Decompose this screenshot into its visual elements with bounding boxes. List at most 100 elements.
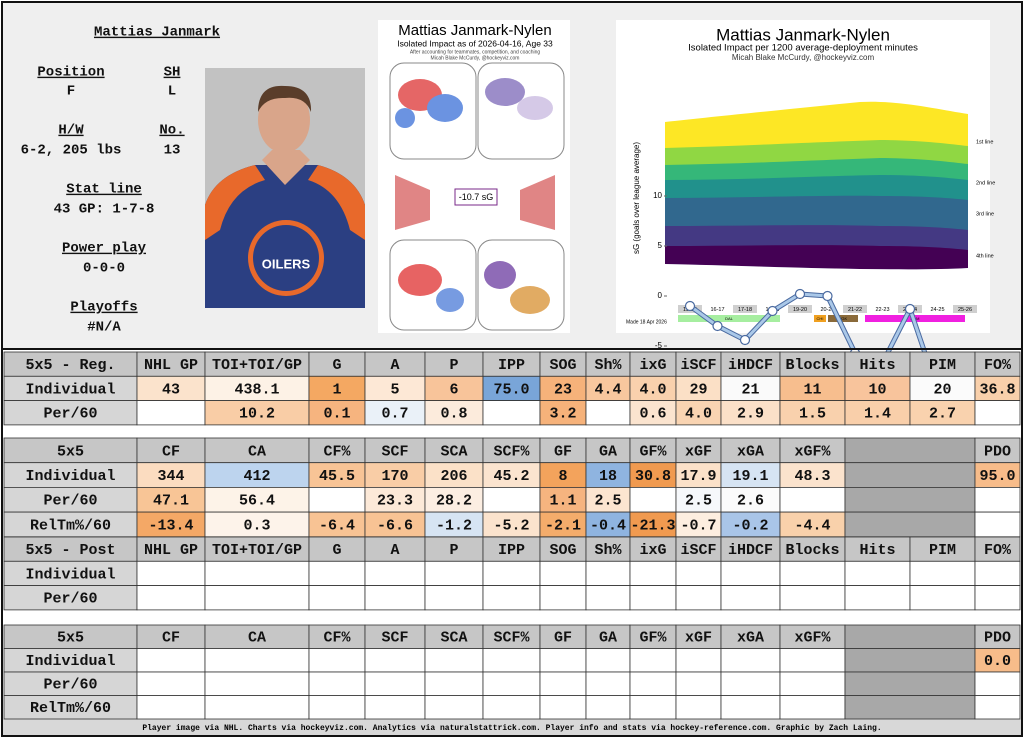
- logo-text: OILERS: [262, 256, 311, 271]
- cell-text: ixG: [639, 542, 666, 559]
- cell-text: 6: [449, 381, 458, 398]
- cell: [424, 585, 484, 611]
- cell: [974, 511, 1021, 538]
- season-box: [925, 305, 950, 313]
- cell: [308, 437, 366, 464]
- x-tick-label: 24-25: [930, 307, 944, 313]
- cell-text: PDO: [984, 630, 1011, 647]
- y-tick-label: -5: [655, 341, 663, 350]
- cell-text: 3.2: [549, 406, 576, 423]
- cell: [909, 375, 976, 401]
- cell: [539, 560, 587, 586]
- cell: [424, 511, 484, 538]
- cell-text: Sh%: [594, 357, 622, 374]
- cell: [779, 648, 846, 673]
- cell: [3, 400, 138, 426]
- x-tick-label: 20-21: [820, 307, 834, 313]
- point: [794, 288, 806, 300]
- cell-text: -6.6: [377, 517, 413, 534]
- cell-text: SCA: [440, 443, 467, 460]
- blob: [436, 288, 464, 312]
- cell: [844, 375, 911, 401]
- cell-text: GF: [554, 630, 572, 647]
- cell: [844, 585, 911, 611]
- cell-text: 0.3: [243, 517, 270, 534]
- cell: [585, 695, 631, 720]
- player-photo: OILERS: [205, 68, 365, 308]
- cell-text: Per/60: [43, 493, 97, 510]
- cell: [720, 375, 781, 401]
- cell: [675, 671, 722, 696]
- cell: [424, 671, 484, 696]
- cell: [974, 585, 1021, 611]
- cell: [720, 695, 781, 720]
- cell-text: 1: [332, 381, 341, 398]
- cell-text: GF%: [639, 630, 667, 647]
- cell: [364, 486, 426, 513]
- cell-text: -0.2: [732, 517, 768, 534]
- cell-text: -13.4: [148, 517, 193, 534]
- cell: [308, 375, 366, 401]
- footer-bg: [3, 719, 1021, 735]
- point: [684, 300, 696, 312]
- value: #N/A: [87, 320, 121, 336]
- cell: [3, 375, 138, 401]
- cell-text: G: [332, 357, 341, 374]
- cell-text: 45.5: [319, 468, 355, 485]
- cell: [720, 560, 781, 586]
- y-tick-label: 5: [658, 241, 663, 250]
- impact-title: Mattias Janmark-Nylen: [398, 22, 551, 39]
- cell-text: CF%: [323, 630, 351, 647]
- cell-text: 5x5: [57, 443, 84, 460]
- cell: [3, 536, 138, 562]
- cell-text: Individual: [25, 468, 115, 485]
- cell: [308, 671, 366, 696]
- chart-title: Mattias Janmark-Nylen: [716, 25, 890, 44]
- cell: [629, 462, 677, 488]
- cell-text: SOG: [549, 542, 576, 559]
- line-label: 3rd line: [976, 211, 994, 217]
- cell-text: 206: [440, 468, 467, 485]
- neck: [262, 150, 310, 185]
- cell: [308, 585, 366, 611]
- cell: [136, 400, 206, 426]
- cell-text: PIM: [929, 542, 956, 559]
- cell: [364, 462, 426, 488]
- cell: [136, 648, 206, 673]
- cell: [3, 462, 138, 488]
- cell: [675, 695, 722, 720]
- cell-text: SCF: [381, 443, 408, 460]
- cell: [482, 585, 541, 611]
- cell: [675, 560, 722, 586]
- cell: [308, 695, 366, 720]
- cell: [364, 536, 426, 562]
- team-bar: [814, 315, 826, 322]
- cell: [424, 536, 484, 562]
- blob: [485, 78, 525, 106]
- cell-text: iHDCF: [728, 542, 773, 559]
- cell-text: CF: [162, 443, 180, 460]
- cell: [974, 437, 1021, 464]
- cell-text: A: [390, 357, 399, 374]
- cell: [424, 486, 484, 513]
- cell-text: -1.2: [436, 517, 472, 534]
- cell-text: A: [390, 542, 399, 559]
- cell: [844, 511, 976, 538]
- danger-shape: [520, 175, 555, 230]
- cell-text: TOI+TOI/GP: [212, 542, 302, 559]
- point: [767, 305, 778, 317]
- cell-text: PIM: [929, 357, 956, 374]
- cell: [364, 695, 426, 720]
- cell: [974, 560, 1021, 586]
- cell: [585, 585, 631, 611]
- y-tick-label: 10: [653, 191, 662, 200]
- cell-text: 2.6: [737, 493, 764, 510]
- cell-text: 56.4: [239, 493, 275, 510]
- x-tick-label: 22-23: [875, 307, 889, 313]
- cell-text: IPP: [498, 542, 525, 559]
- cell: [779, 560, 846, 586]
- band-edge: [665, 264, 968, 272]
- cell: [629, 695, 677, 720]
- point: [904, 303, 916, 315]
